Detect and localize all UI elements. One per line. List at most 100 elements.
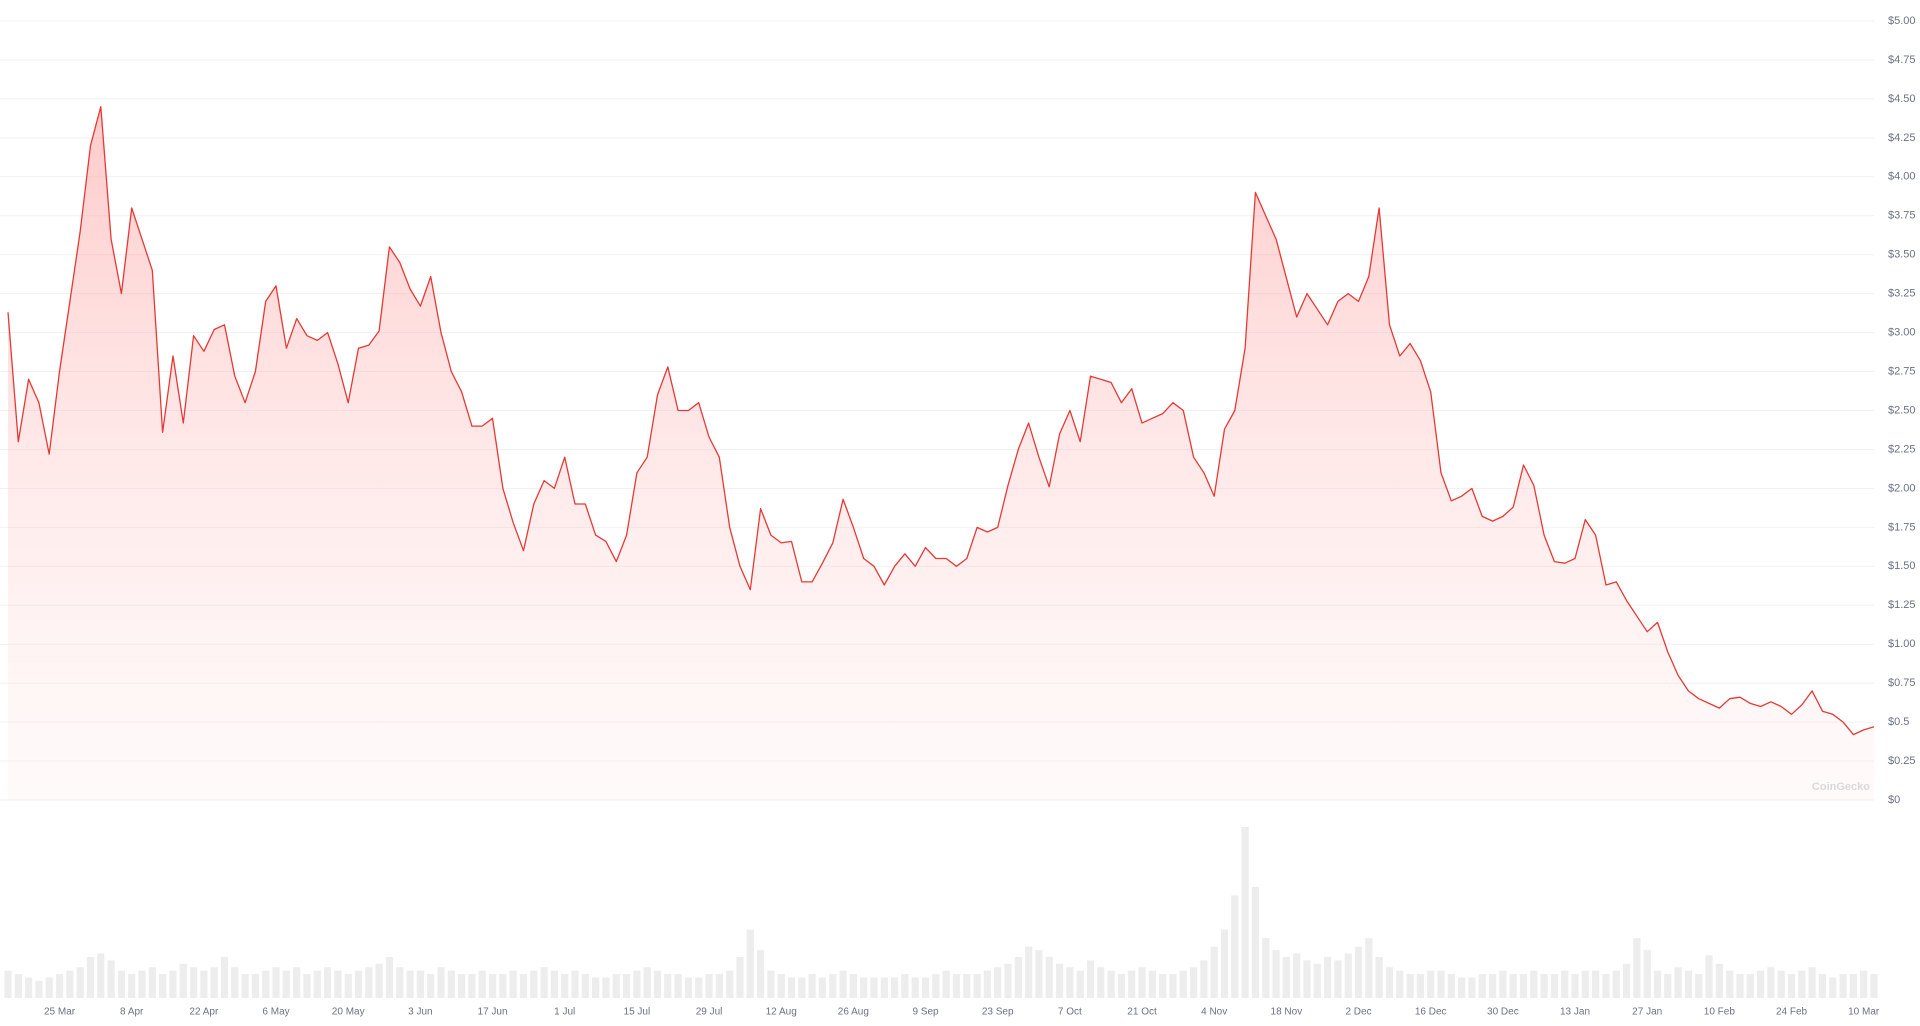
volume-bar [1860, 970, 1868, 998]
volume-bar [179, 963, 187, 998]
volume-bar [1458, 977, 1466, 998]
volume-bar [1488, 974, 1497, 998]
x-tick-label: 30 Dec [1487, 1007, 1519, 1018]
volume-bar [1055, 963, 1064, 998]
volume-bar [1592, 970, 1600, 998]
volume-bar [1561, 970, 1569, 998]
volume-bar [1808, 967, 1816, 998]
volume-bar [643, 967, 651, 998]
volume-bar [1334, 960, 1342, 998]
volume-bar [1571, 974, 1579, 998]
volume-bar [901, 974, 909, 998]
y-tick-label: $3.50 [1888, 249, 1916, 261]
volume-bar [1447, 974, 1455, 998]
area-fill [8, 106, 1874, 800]
x-tick-label: 7 Oct [1058, 1007, 1082, 1018]
x-tick-label: 17 Jun [478, 1007, 508, 1018]
price-line [7, 106, 1875, 736]
volume-bar [664, 974, 672, 998]
x-tick-label: 20 May [332, 1007, 365, 1018]
volume-bar [1705, 955, 1713, 998]
volume-bar [293, 967, 301, 998]
x-tick-label: 25 Mar [44, 1007, 76, 1018]
volume-bar [1427, 970, 1435, 998]
volume-bar [138, 970, 146, 998]
volume-bar [1715, 963, 1723, 998]
volume-bar [354, 970, 363, 998]
volume-bar [1035, 950, 1043, 998]
volume-bar [1354, 946, 1363, 998]
x-tick-label: 24 Feb [1776, 1007, 1808, 1018]
volume-bar [839, 970, 847, 998]
volume-bar [1066, 967, 1074, 998]
volume-bar [313, 970, 321, 998]
volume-bar [983, 970, 992, 998]
y-tick-label: $1.50 [1888, 560, 1916, 572]
volume-bar [117, 970, 126, 998]
volume-bar [169, 970, 177, 998]
volume-bar [488, 974, 497, 998]
volume-bar [726, 970, 734, 998]
volume-bar [963, 974, 971, 998]
volume-bar [231, 967, 239, 998]
x-tick-label: 23 Sep [982, 1007, 1014, 1018]
volume-bar [1684, 970, 1693, 998]
y-tick-label: $3.75 [1888, 210, 1916, 222]
volume-bar [1746, 974, 1754, 998]
volume-bar [1674, 967, 1682, 998]
volume-bar [592, 977, 600, 998]
y-tick-label: $0 [1888, 794, 1900, 806]
volume-bar [1014, 956, 1022, 998]
volume-bar [1643, 950, 1651, 998]
volume-bar [1818, 974, 1827, 998]
x-tick-label: 10 Feb [1704, 1007, 1736, 1018]
volume-bar [561, 974, 569, 998]
volume-bar [1241, 827, 1249, 998]
volume-bar [849, 974, 857, 998]
volume-bar [612, 974, 620, 998]
x-tick-label: 10 Mar [1848, 1007, 1880, 1018]
volume-bar [1365, 938, 1373, 998]
volume-bar [128, 974, 136, 998]
volume-bar [705, 974, 713, 998]
volume-bar [890, 977, 899, 998]
volume-bar [952, 974, 961, 998]
watermark: CoinGecko [1812, 781, 1870, 793]
volume-bar [220, 956, 229, 998]
volume-bar [4, 970, 12, 998]
y-tick-label: $1.00 [1888, 638, 1916, 650]
volume-bar [1107, 970, 1115, 998]
volume-bar [210, 967, 218, 998]
volume-bar [1756, 970, 1765, 998]
volume-bar [262, 970, 270, 998]
volume-bar [1303, 960, 1311, 998]
volume-bar [829, 974, 837, 998]
volume-bar [1189, 967, 1198, 998]
volume-bar [1839, 974, 1847, 998]
volume-bar [1664, 974, 1672, 998]
volume-bar [97, 953, 105, 998]
volume-bar [159, 974, 167, 998]
volume-bar [1272, 950, 1280, 998]
x-tick-label: 1 Jul [554, 1007, 575, 1018]
volume-bar [1767, 967, 1775, 998]
volume-bar [1138, 967, 1146, 998]
volume-bar [427, 974, 435, 998]
volume-bar [550, 970, 559, 998]
volume-bar [1787, 974, 1796, 998]
y-tick-label: $1.75 [1888, 521, 1916, 533]
x-tick-label: 22 Apr [189, 1007, 219, 1018]
y-tick-label: $5.00 [1888, 15, 1916, 27]
x-tick-label: 16 Dec [1415, 1007, 1447, 1018]
volume-bar [1220, 929, 1229, 998]
volume-bar [519, 974, 528, 998]
y-tick-label: $2.25 [1888, 443, 1916, 455]
volume-bar [1045, 956, 1053, 998]
volume-bar [468, 974, 476, 998]
volume-bar [1622, 963, 1631, 998]
x-tick-label: 2 Dec [1345, 1007, 1371, 1018]
volume-bar [385, 956, 394, 998]
volume-bar [1468, 977, 1476, 998]
volume-bar [932, 974, 940, 998]
volume-bar [1519, 974, 1528, 998]
